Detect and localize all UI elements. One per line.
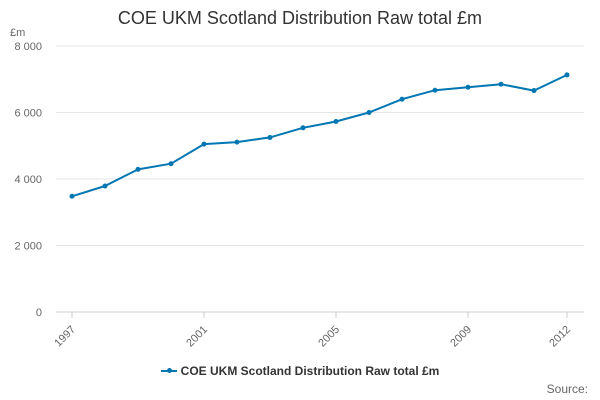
y-tick-label: 2 000 bbox=[14, 241, 42, 253]
data-point[interactable] bbox=[531, 88, 537, 94]
legend-swatch bbox=[160, 367, 177, 373]
y-tick-label: 0 bbox=[36, 307, 42, 319]
data-point[interactable] bbox=[399, 96, 405, 102]
y-axis-unit-label: £m bbox=[10, 27, 25, 39]
data-point[interactable] bbox=[102, 183, 108, 189]
data-point[interactable] bbox=[465, 84, 471, 90]
data-point[interactable] bbox=[267, 134, 273, 140]
x-tick-label: 2005 bbox=[316, 324, 342, 350]
source-label: Source: bbox=[546, 382, 588, 396]
data-point[interactable] bbox=[366, 110, 372, 115]
data-point[interactable] bbox=[300, 125, 306, 131]
y-tick-label: 6 000 bbox=[14, 108, 42, 120]
x-tick-label: 2012 bbox=[547, 324, 573, 350]
series-line bbox=[71, 73, 568, 198]
data-point[interactable] bbox=[69, 193, 75, 199]
chart-title: COE UKM Scotland Distribution Raw total … bbox=[117, 8, 483, 28]
data-point[interactable] bbox=[333, 118, 339, 124]
data-point[interactable] bbox=[432, 87, 438, 93]
data-point[interactable] bbox=[168, 161, 174, 167]
y-tick-label: 4 000 bbox=[14, 174, 42, 186]
x-tick-label: 2009 bbox=[448, 324, 474, 350]
legend-label: COE UKM Scotland Distribution Raw total … bbox=[180, 364, 440, 378]
axis-layer: 0 2 000 4 000 6 000 8 000 1997 2001 2005 2009 201… bbox=[14, 41, 573, 349]
data-point[interactable] bbox=[498, 81, 504, 87]
data-point[interactable] bbox=[564, 72, 570, 78]
data-point[interactable] bbox=[234, 139, 240, 145]
series-layer bbox=[69, 72, 570, 199]
data-point[interactable] bbox=[135, 166, 141, 172]
x-tick-label: 1997 bbox=[52, 324, 78, 350]
grid-layer bbox=[56, 45, 584, 313]
x-tick-label: 2001 bbox=[184, 324, 210, 350]
data-point[interactable] bbox=[201, 141, 207, 147]
legend[interactable]: COE UKM Scotland Distribution Raw total … bbox=[0, 364, 600, 378]
y-tick-label: 8 000 bbox=[14, 41, 42, 53]
